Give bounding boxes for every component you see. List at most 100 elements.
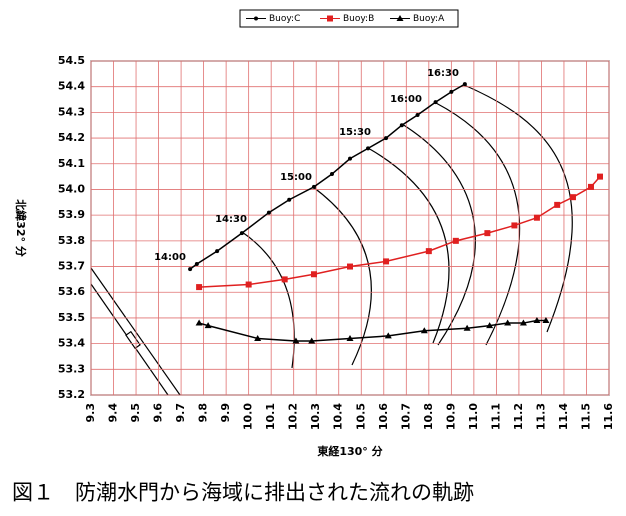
x-tick-label: 11.1 <box>489 403 502 430</box>
marker <box>533 214 540 221</box>
time-label: 15:30 <box>339 127 371 138</box>
x-tick-label: 10.8 <box>422 403 435 430</box>
y-tick-label: 53.8 <box>58 234 85 247</box>
marker <box>266 210 271 215</box>
x-tick-label: 9.4 <box>107 403 120 423</box>
x-tick-label: 9.7 <box>174 403 187 423</box>
y-tick-label: 54.1 <box>58 157 85 170</box>
x-tick-label: 11.3 <box>534 403 547 430</box>
marker <box>346 334 354 341</box>
marker <box>433 100 438 105</box>
shore <box>90 267 181 396</box>
y-tick-label: 53.2 <box>58 388 85 401</box>
x-tick-label: 10.7 <box>399 403 412 430</box>
time-label: 15:00 <box>280 172 312 183</box>
marker <box>396 15 404 21</box>
marker <box>519 319 527 326</box>
y-tick-label: 53.5 <box>58 311 85 324</box>
marker <box>327 15 333 22</box>
marker <box>533 316 541 323</box>
x-tick-label: 10.6 <box>377 403 390 430</box>
time-label: 14:30 <box>215 214 247 225</box>
marker <box>254 16 258 21</box>
y-tick-label: 54.3 <box>58 105 85 118</box>
x-tick-label: 10.5 <box>354 403 367 430</box>
x-tick-label: 11.0 <box>467 403 480 430</box>
x-tick-label: 10.0 <box>242 403 255 430</box>
y-tick-label: 53.4 <box>58 337 85 350</box>
marker <box>188 267 193 272</box>
series-line <box>199 176 601 288</box>
legend-label: Buoy:C <box>269 14 300 24</box>
x-tick-label: 9.3 <box>84 403 97 423</box>
x-tick-label: 11.4 <box>557 403 570 430</box>
marker <box>348 156 352 161</box>
marker <box>204 322 212 329</box>
marker <box>415 112 420 117</box>
marker <box>463 324 471 331</box>
marker <box>196 284 203 291</box>
time-label: 16:30 <box>427 68 459 79</box>
marker <box>554 201 561 208</box>
time-label: 16:00 <box>390 94 422 105</box>
y-tick-label: 54.4 <box>58 80 85 93</box>
marker <box>384 136 389 141</box>
marker <box>245 281 252 288</box>
plot-frame <box>90 60 610 396</box>
x-tick-label: 11.6 <box>602 403 615 430</box>
x-tick-label: 10.1 <box>264 403 277 430</box>
marker <box>347 263 353 270</box>
marker <box>425 248 432 255</box>
marker <box>587 183 594 190</box>
marker <box>308 337 316 344</box>
marker <box>310 271 317 278</box>
y-tick-label: 53.9 <box>58 208 85 221</box>
marker <box>195 319 203 326</box>
x-axis-label: 東経130° 分 <box>317 444 382 458</box>
marker <box>511 222 518 229</box>
y-tick-label: 54.2 <box>58 131 85 144</box>
y-tick-label: 53.6 <box>58 285 85 298</box>
marker <box>287 197 292 202</box>
x-tick-label: 9.9 <box>219 403 232 423</box>
x-tick-label: 10.2 <box>287 403 300 430</box>
marker <box>596 173 603 180</box>
legend-label: Buoy:A <box>413 14 445 24</box>
marker <box>452 237 459 244</box>
legend-label: Buoy:B <box>343 14 374 24</box>
x-tick-label: 11.2 <box>512 403 525 430</box>
marker <box>486 322 494 329</box>
caption: 図１ 防潮水門から海域に排出された流れの軌跡 <box>12 481 474 505</box>
marker <box>384 332 392 339</box>
y-tick-label: 54.5 <box>58 54 85 67</box>
marker <box>399 123 404 128</box>
marker <box>292 337 300 344</box>
marker <box>383 258 390 265</box>
y-axis-label: 北緯32° 分 <box>14 199 28 257</box>
marker <box>281 276 288 283</box>
x-tick-label: 10.4 <box>332 403 345 430</box>
marker <box>329 172 334 177</box>
marker <box>449 89 454 94</box>
x-tick-label: 9.8 <box>197 403 210 423</box>
marker <box>542 316 550 323</box>
marker <box>194 261 199 266</box>
marker <box>311 184 316 189</box>
legend <box>239 9 459 28</box>
series-line <box>189 83 466 270</box>
marker <box>366 146 371 151</box>
marker <box>462 82 467 87</box>
x-tick-label: 9.5 <box>129 403 142 423</box>
x-tick-label: 10.3 <box>309 403 322 430</box>
marker <box>215 249 220 254</box>
marker <box>239 231 244 236</box>
marker <box>569 194 576 201</box>
x-tick-label: 10.9 <box>444 403 457 430</box>
marker <box>420 327 428 334</box>
y-tick-label: 54.0 <box>58 182 85 195</box>
marker <box>484 230 491 237</box>
y-tick-label: 53.7 <box>58 260 85 273</box>
series-line <box>198 319 546 342</box>
time-label: 14:00 <box>154 252 186 263</box>
